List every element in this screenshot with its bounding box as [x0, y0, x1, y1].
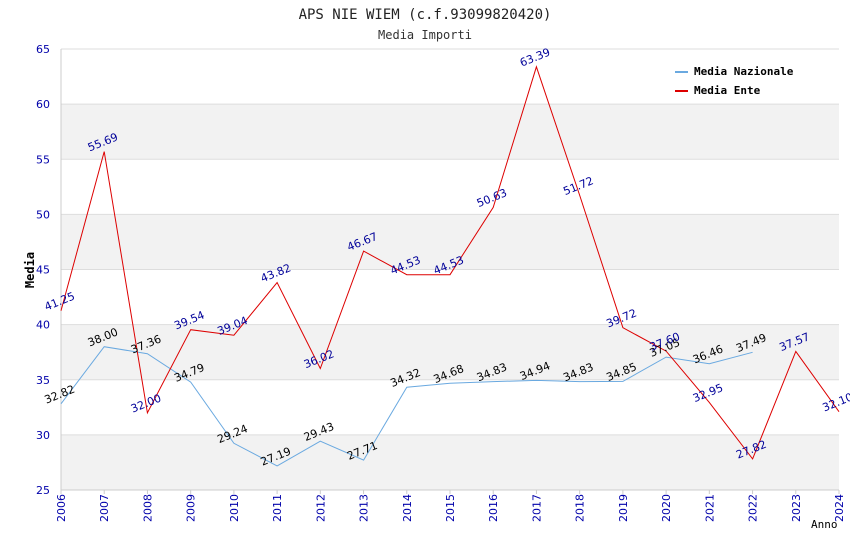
- x-tick-label: 2023: [790, 494, 803, 522]
- grid-bands: [61, 48, 839, 491]
- x-tick-label: 2008: [141, 494, 154, 522]
- x-tick-label: 2024: [833, 494, 846, 522]
- grid-band: [61, 324, 839, 380]
- legend-label-media-nazionale: Media Nazionale: [694, 65, 794, 78]
- y-tick-label: 55: [36, 153, 50, 166]
- x-tick-label: 2022: [747, 494, 760, 522]
- grid-band: [61, 379, 839, 435]
- legend-label-media-ente: Media Ente: [694, 84, 761, 97]
- y-tick-label: 65: [36, 43, 50, 56]
- y-tick-label: 50: [36, 208, 50, 221]
- x-tick-label: 2019: [617, 494, 630, 522]
- grid-band: [61, 159, 839, 215]
- chart-subtitle: Media Importi: [378, 28, 472, 42]
- chart-title: APS NIE WIEM (c.f.93099820420): [299, 7, 552, 23]
- x-tick-label: 2007: [98, 494, 111, 522]
- legend: Media Nazionale Media Ente: [669, 60, 809, 101]
- y-tick-label: 35: [36, 374, 50, 387]
- legend-box: [669, 60, 809, 101]
- x-tick-label: 2018: [574, 494, 587, 522]
- x-tick-label: 2010: [228, 494, 241, 522]
- series-line-media-ente: [60, 65, 840, 460]
- x-tick-label: 2014: [401, 494, 414, 522]
- series-line-media-nazionale: [60, 346, 753, 467]
- grid-band: [61, 269, 839, 325]
- y-tick-label: 40: [36, 319, 50, 332]
- x-tick-label: 2012: [314, 494, 327, 522]
- x-tick-label: 2009: [185, 494, 198, 522]
- x-tick-label: 2017: [530, 494, 543, 522]
- x-tick-label: 2016: [487, 494, 500, 522]
- x-tick-label: 2011: [271, 494, 284, 522]
- y-tick-label: 30: [36, 429, 50, 442]
- x-tick-label: 2015: [444, 494, 457, 522]
- x-tick-label: 2020: [660, 494, 673, 522]
- y-axis-label: Media: [23, 252, 37, 288]
- series-lines: [60, 65, 840, 467]
- grid-band: [61, 434, 839, 490]
- x-tick-labels: 2006 2007 2008 2009 2010 2011 2012 2013 2014 2015…: [55, 490, 846, 522]
- x-tick-label: 2021: [703, 494, 716, 522]
- x-tick-label: 2006: [55, 494, 68, 522]
- y-tick-label: 25: [36, 484, 50, 497]
- y-tick-labels: 25 30 35 40 45 50 55 60 65: [36, 43, 50, 497]
- x-tick-label: 2013: [358, 494, 371, 522]
- y-tick-label: 45: [36, 264, 50, 277]
- grid-band: [61, 104, 839, 160]
- grid-band: [61, 214, 839, 270]
- x-axis-label: Anno: [811, 518, 838, 531]
- y-tick-label: 60: [36, 98, 50, 111]
